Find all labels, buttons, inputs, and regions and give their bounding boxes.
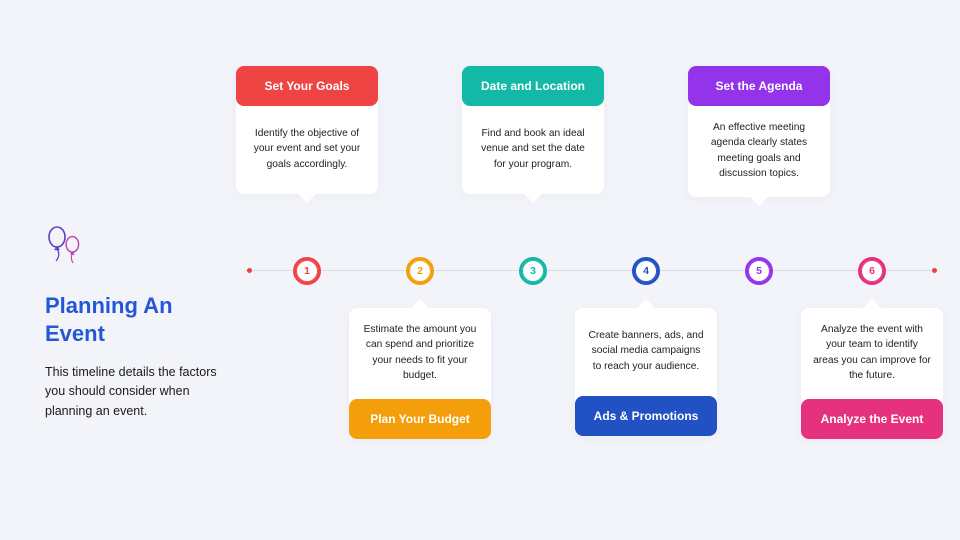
timeline-node-number: 1 bbox=[296, 260, 318, 282]
page-subtitle: This timeline details the factors you sh… bbox=[45, 363, 235, 421]
timeline-endcap-right bbox=[932, 268, 937, 273]
timeline-node-number: 4 bbox=[635, 260, 657, 282]
timeline-node-3: 3 bbox=[519, 257, 547, 285]
left-panel: Planning An Event This timeline details … bbox=[45, 225, 235, 421]
step-desc: An effective meeting agenda clearly stat… bbox=[688, 106, 830, 197]
step-desc: Create banners, ads, and social media ca… bbox=[575, 308, 717, 396]
step-desc: Identify the objective of your event and… bbox=[236, 106, 378, 194]
timeline-node-number: 3 bbox=[522, 260, 544, 282]
step-desc: Estimate the amount you can spend and pr… bbox=[349, 308, 491, 399]
timeline-node-6: 6 bbox=[858, 257, 886, 285]
balloons-icon bbox=[45, 225, 235, 280]
step-footer: Ads & Promotions bbox=[575, 396, 717, 436]
step-footer: Plan Your Budget bbox=[349, 399, 491, 439]
timeline-node-number: 5 bbox=[748, 260, 770, 282]
timeline: 123456 Set Your GoalsIdentify the object… bbox=[245, 58, 935, 488]
step-header: Set Your Goals bbox=[236, 66, 378, 106]
step-card-5: Set the AgendaAn effective meeting agend… bbox=[688, 66, 830, 197]
timeline-node-5: 5 bbox=[745, 257, 773, 285]
timeline-node-1: 1 bbox=[293, 257, 321, 285]
step-header: Set the Agenda bbox=[688, 66, 830, 106]
step-header: Date and Location bbox=[462, 66, 604, 106]
step-card-1: Set Your GoalsIdentify the objective of … bbox=[236, 66, 378, 194]
step-card-2: Estimate the amount you can spend and pr… bbox=[349, 308, 491, 439]
timeline-node-number: 6 bbox=[861, 260, 883, 282]
step-footer: Analyze the Event bbox=[801, 399, 943, 439]
timeline-node-4: 4 bbox=[632, 257, 660, 285]
timeline-node-number: 2 bbox=[409, 260, 431, 282]
step-card-4: Create banners, ads, and social media ca… bbox=[575, 308, 717, 436]
page-title: Planning An Event bbox=[45, 292, 235, 347]
timeline-line bbox=[245, 270, 935, 271]
timeline-endcap-left bbox=[247, 268, 252, 273]
timeline-node-2: 2 bbox=[406, 257, 434, 285]
step-desc: Analyze the event with your team to iden… bbox=[801, 308, 943, 399]
step-desc: Find and book an ideal venue and set the… bbox=[462, 106, 604, 194]
step-card-6: Analyze the event with your team to iden… bbox=[801, 308, 943, 439]
step-card-3: Date and LocationFind and book an ideal … bbox=[462, 66, 604, 194]
